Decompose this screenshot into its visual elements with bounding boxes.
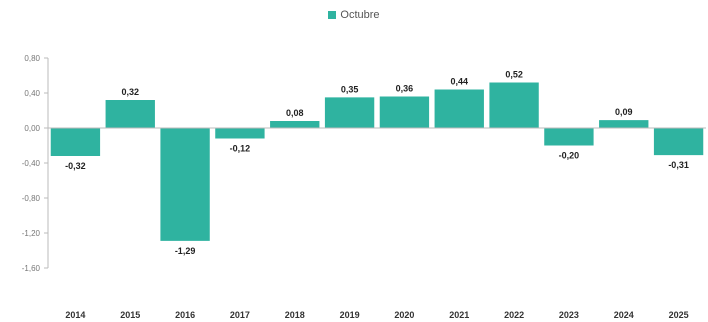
bar	[599, 120, 648, 128]
x-tick-label: 2015	[120, 310, 140, 320]
y-tick-label: -1,20	[22, 229, 41, 238]
x-tick-label: 2024	[614, 310, 634, 320]
data-label: -0,31	[668, 160, 689, 170]
x-tick-label: 2019	[340, 310, 360, 320]
y-tick-label: 0,80	[24, 54, 40, 63]
bar	[544, 128, 593, 146]
data-label: 0,44	[450, 77, 468, 87]
data-label: -1,29	[175, 246, 196, 256]
data-label: -0,20	[559, 151, 580, 161]
x-tick-label: 2022	[504, 310, 524, 320]
x-tick-label: 2023	[559, 310, 579, 320]
y-tick-label: -0,40	[22, 159, 41, 168]
data-label: 0,09	[615, 107, 633, 117]
bar	[435, 90, 484, 129]
x-tick-label: 2018	[285, 310, 305, 320]
y-tick-label: 0,40	[24, 89, 40, 98]
data-label: -0,32	[65, 161, 86, 171]
bar	[215, 128, 264, 139]
bar	[325, 97, 374, 128]
data-label: 0,08	[286, 108, 304, 118]
data-label: 0,32	[121, 87, 139, 97]
x-tick-label: 2021	[449, 310, 469, 320]
data-label: 0,36	[396, 84, 414, 94]
bar	[270, 121, 319, 128]
x-tick-label: 2020	[394, 310, 414, 320]
bar	[51, 128, 100, 156]
bar	[160, 128, 209, 241]
bar	[489, 83, 538, 129]
x-tick-label: 2016	[175, 310, 195, 320]
x-tick-label: 2017	[230, 310, 250, 320]
bar	[380, 97, 429, 129]
x-tick-label: 2025	[669, 310, 689, 320]
bar	[106, 100, 155, 128]
bar	[654, 128, 703, 155]
y-tick-label: 0,00	[24, 124, 40, 133]
data-label: 0,35	[341, 84, 359, 94]
y-tick-label: -0,80	[22, 194, 41, 203]
y-tick-label: -1,60	[22, 264, 41, 273]
x-tick-label: 2014	[65, 310, 85, 320]
data-label: 0,52	[505, 70, 523, 80]
data-label: -0,12	[230, 144, 251, 154]
